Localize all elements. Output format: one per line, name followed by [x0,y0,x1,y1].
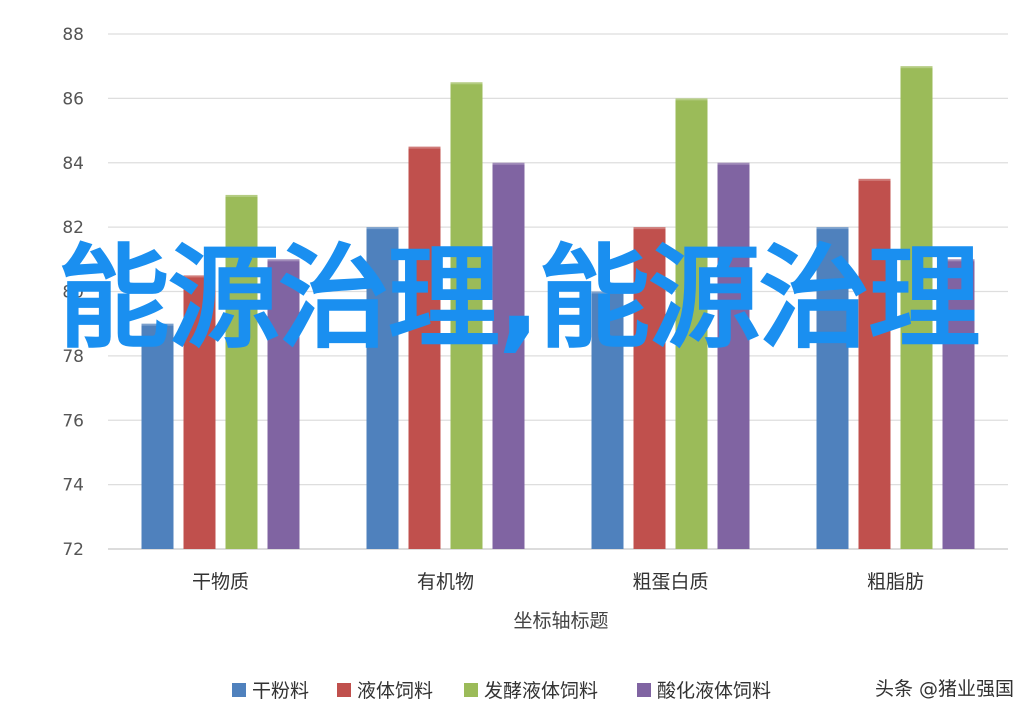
x-axis-title: 坐标轴标题 [513,610,608,632]
bar [408,146,441,549]
legend-swatch [464,683,478,697]
y-tick-label: 72 [62,540,84,560]
legend-label: 干粉料 [252,680,309,702]
bar [141,323,174,549]
y-tick-label: 82 [62,218,84,238]
y-tick-label: 74 [62,476,84,496]
y-axis-ticks: 72 74 76 78 80 82 84 86 88 [62,25,84,560]
bar-highlight [942,259,975,262]
bar-highlight [267,259,300,262]
bar-highlight [816,227,849,230]
bar [267,259,300,549]
bar [816,227,849,549]
x-category-label: 有机物 [417,571,474,593]
svg-text:头条 @猪业强国: 头条 @猪业强国 [875,678,1014,700]
y-tick-label: 76 [62,411,84,431]
y-tick-label: 86 [62,89,84,109]
bar [633,227,666,549]
bar-highlight [408,146,441,149]
legend-label: 液体饲料 [357,680,433,702]
y-tick-label: 84 [62,154,84,174]
y-tick-label: 88 [62,25,84,45]
overlay-title: 能源治理,能源治理 [57,234,981,364]
watermark: 头条 @猪业强国 [875,678,1014,700]
bar [942,259,975,549]
bar [492,162,525,549]
bar-highlight [450,82,483,85]
bar [858,178,891,549]
legend-swatch [232,683,246,697]
bar-highlight [858,178,891,181]
x-category-label: 干物质 [192,571,249,593]
bar [366,227,399,549]
bar-highlight [183,275,216,278]
gridlines [108,33,1008,550]
bar [183,275,216,549]
x-category-label: 粗蛋白质 [632,571,708,593]
bar-highlight [900,66,933,69]
bar [450,82,483,549]
legend: 干粉料 液体饲料 发酵液体饲料 酸化液体饲料 [232,680,771,702]
bar-highlight [366,227,399,230]
y-tick-label: 80 [62,283,84,303]
bar [591,291,624,549]
bar [225,194,258,549]
legend-swatch [637,683,651,697]
legend-swatch [337,683,351,697]
y-tick-label: 78 [62,347,84,367]
bar [675,98,708,549]
bar-highlight [633,227,666,230]
legend-label: 酸化液体饲料 [657,680,771,702]
bar [900,66,933,549]
x-axis-categories: 干物质 有机物 粗蛋白质 粗脂肪 [192,571,924,593]
bar-highlight [717,162,750,165]
bar-highlight [492,162,525,165]
legend-label: 发酵液体饲料 [484,680,598,702]
bar-highlight [225,194,258,197]
x-category-label: 粗脂肪 [867,571,924,593]
bar-highlight [675,98,708,101]
bar-highlight [141,323,174,326]
bar-highlight [591,291,624,294]
bar [717,162,750,549]
bars [141,66,975,549]
